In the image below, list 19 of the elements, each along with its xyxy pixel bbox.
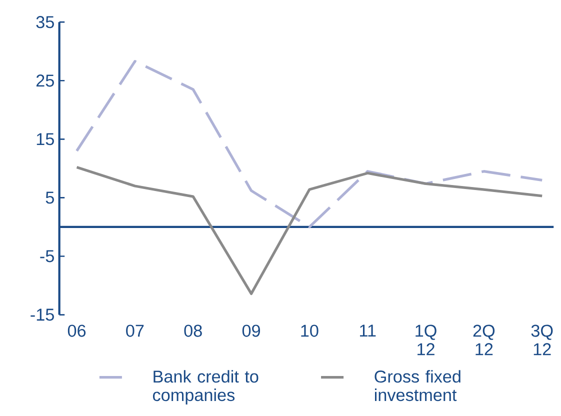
y-tick-label: -5	[40, 250, 54, 262]
y-tick-label: 25	[36, 74, 54, 87]
y-tick-label: 5	[46, 192, 54, 204]
line-series	[75, 166, 544, 295]
y-tick-label: 15	[36, 133, 54, 145]
y-tick-label: -15	[30, 308, 54, 321]
x-tick-label: 09	[242, 324, 260, 337]
x-tick-label: 08	[184, 324, 202, 337]
x-tick-label: 06	[68, 324, 86, 337]
line-series	[75, 60, 544, 228]
legend-label: Bank credit to companies	[153, 370, 258, 404]
x-tick-label: 1Q 12	[416, 324, 436, 355]
x-tick-label: 07	[126, 324, 144, 337]
x-tick-label: 3Q 12	[531, 324, 553, 355]
x-tick-label: 2Q 12	[473, 324, 495, 355]
x-tick-label: 11	[360, 324, 376, 336]
x-tick-label: 10	[301, 324, 318, 337]
y-tick-label: 35	[36, 16, 54, 28]
legend-label: Gross fixed investment	[374, 370, 460, 401]
